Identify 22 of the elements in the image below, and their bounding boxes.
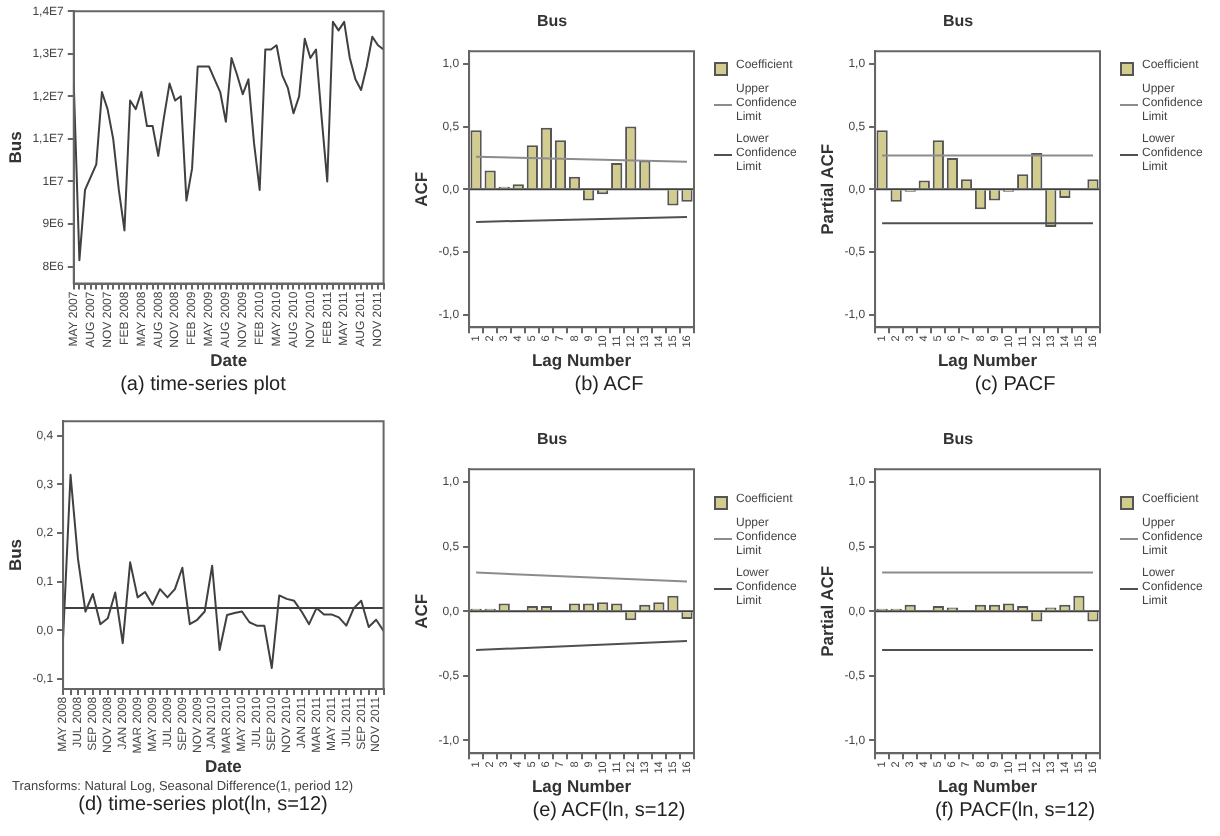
text: (e) ACF(ln, s=12) (530, 800, 688, 822)
chart-title: Bus (942, 12, 975, 31)
y-axis-title: ACF (410, 593, 431, 629)
text: (c) PACF (972, 374, 1058, 396)
y-axis-title: ACF (410, 171, 431, 207)
x-axis-title: Date (204, 756, 243, 777)
x-axis-title: Lag Number (531, 350, 633, 371)
y-axis-title: Bus (4, 130, 25, 164)
y-axis-title: Bus (4, 538, 25, 572)
y-axis-title: Partial ACF (816, 565, 837, 657)
x-axis-title: Lag Number (937, 350, 1039, 371)
text: (a) time-series plot (118, 374, 288, 396)
x-axis-title: Date (210, 350, 248, 371)
y-axis-title: Partial ACF (816, 143, 837, 235)
x-axis-title: Lag Number (937, 776, 1039, 797)
chart-title: Bus (536, 12, 569, 31)
x-axis-title: Lag Number (531, 776, 633, 797)
text: (f) PACF(ln, s=12) (932, 800, 1098, 822)
text: (d) time-series plot(ln, s=12) (76, 794, 330, 816)
chart-title: Bus (536, 430, 569, 449)
chart-title: Bus (942, 430, 975, 449)
text: (b) ACF (572, 374, 646, 396)
